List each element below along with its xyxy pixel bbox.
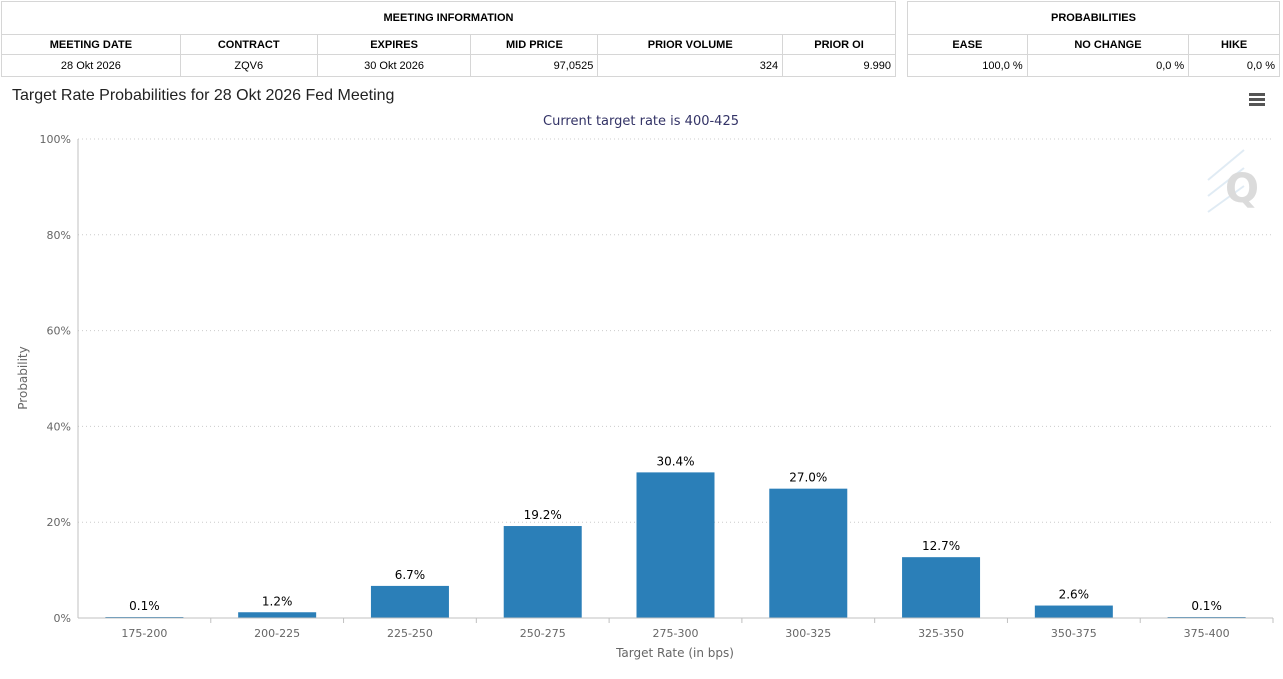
x-tick-label: 350-375	[1051, 627, 1097, 640]
y-tick-label: 40%	[47, 420, 71, 433]
x-tick-label: 200-225	[254, 627, 300, 640]
x-tick-label: 300-325	[785, 627, 831, 640]
data-label: 1.2%	[262, 594, 293, 608]
col-no-change: NO CHANGE	[1026, 34, 1190, 55]
bar-225-250[interactable]	[370, 585, 449, 618]
no-change-value: 0,0 %	[1026, 54, 1190, 77]
watermark-logo: Q	[1207, 149, 1259, 213]
y-tick-label: 0%	[54, 612, 71, 625]
y-tick-label: 80%	[47, 229, 71, 242]
x-tick-label: 325-350	[918, 627, 964, 640]
x-tick-label: 375-400	[1184, 627, 1230, 640]
prior-oi-value: 9.990	[782, 54, 896, 77]
bar-325-350[interactable]	[902, 557, 981, 618]
y-tick-label: 20%	[47, 516, 71, 529]
chart-subtitle: Current target rate is 400-425	[543, 114, 739, 129]
bar-250-275[interactable]	[503, 526, 582, 618]
prior-volume-value: 324	[597, 54, 784, 77]
data-label: 6.7%	[395, 568, 426, 582]
probabilities-header: PROBABILITIES	[907, 1, 1280, 35]
meeting-date-value: 28 Okt 2026	[1, 54, 181, 77]
bar-275-300[interactable]	[636, 472, 715, 618]
x-tick-label: 175-200	[121, 627, 167, 640]
bar-200-225[interactable]	[238, 612, 317, 618]
contract-value: ZQV6	[179, 54, 318, 77]
data-label: 12.7%	[922, 539, 960, 553]
probabilities-table: PROBABILITIES EASE NO CHANGE HIKE 100,0 …	[907, 1, 1280, 77]
data-label: 19.2%	[524, 508, 562, 522]
x-tick-label: 275-300	[653, 627, 699, 640]
x-axis-title: Target Rate (in bps)	[615, 646, 734, 660]
hamburger-menu-icon[interactable]	[1249, 93, 1265, 106]
col-mid-price: MID PRICE	[470, 34, 599, 55]
y-tick-label: 60%	[47, 325, 71, 338]
x-tick-label: 225-250	[387, 627, 433, 640]
ease-value: 100,0 %	[907, 54, 1028, 77]
data-label: 30.4%	[656, 454, 694, 468]
data-label: 27.0%	[789, 471, 827, 485]
meeting-information-header: MEETING INFORMATION	[1, 1, 896, 35]
data-label: 0.1%	[1191, 599, 1222, 613]
bar-350-375[interactable]	[1034, 605, 1113, 618]
y-axis-title: Probability	[16, 346, 30, 409]
y-tick-label: 100%	[40, 133, 71, 146]
chart-title: Target Rate Probabilities for 28 Okt 202…	[12, 87, 395, 104]
data-label: 2.6%	[1059, 588, 1090, 602]
mid-price-value: 97,0525	[470, 54, 599, 77]
bar-300-325[interactable]	[769, 488, 848, 618]
meeting-information-table: MEETING INFORMATION MEETING DATE CONTRAC…	[1, 1, 896, 77]
x-tick-label: 250-275	[520, 627, 566, 640]
data-label: 0.1%	[129, 599, 160, 613]
hike-value: 0,0 %	[1188, 54, 1280, 77]
svg-text:Q: Q	[1225, 166, 1259, 212]
